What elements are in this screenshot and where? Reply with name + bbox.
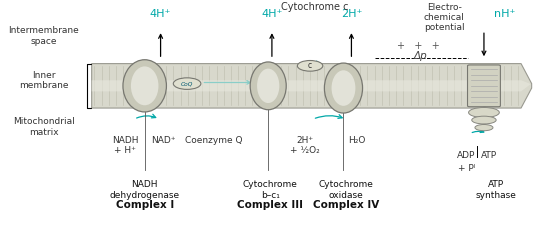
- Text: Electro-
chemical
potential: Electro- chemical potential: [424, 2, 465, 32]
- Ellipse shape: [332, 70, 355, 106]
- Text: NADH
dehydrogenase: NADH dehydrogenase: [110, 180, 180, 200]
- Ellipse shape: [475, 124, 493, 131]
- Text: CoQ: CoQ: [181, 81, 193, 86]
- Text: c: c: [308, 61, 312, 70]
- Ellipse shape: [123, 60, 167, 112]
- Ellipse shape: [325, 63, 362, 113]
- Text: 2H⁺
+ ½O₂: 2H⁺ + ½O₂: [291, 136, 320, 155]
- Text: Intermembrane
space: Intermembrane space: [9, 26, 80, 45]
- Ellipse shape: [250, 62, 286, 110]
- Text: ADP: ADP: [457, 151, 476, 160]
- Text: +   +   +: + + +: [398, 41, 440, 51]
- Text: Complex I: Complex I: [116, 200, 174, 210]
- Text: Mitochondrial
matrix: Mitochondrial matrix: [13, 117, 75, 137]
- Circle shape: [298, 61, 323, 71]
- Text: Inner
membrane: Inner membrane: [19, 71, 69, 90]
- Text: NAD⁺: NAD⁺: [151, 136, 175, 145]
- Ellipse shape: [469, 108, 499, 117]
- Text: Cytochrome
oxidase: Cytochrome oxidase: [319, 180, 374, 200]
- Text: Complex III: Complex III: [237, 200, 304, 210]
- Text: + Pᴵ: + Pᴵ: [458, 164, 475, 173]
- Text: 4H⁺: 4H⁺: [150, 9, 171, 19]
- Text: Complex IV: Complex IV: [313, 200, 379, 210]
- Ellipse shape: [257, 69, 279, 103]
- Ellipse shape: [472, 116, 496, 124]
- Text: ATP
synthase: ATP synthase: [476, 180, 517, 200]
- Text: Coenzyme Q: Coenzyme Q: [185, 136, 242, 145]
- Ellipse shape: [131, 66, 159, 105]
- Text: Cytochrome c: Cytochrome c: [281, 2, 348, 13]
- Text: NADH
+ H⁺: NADH + H⁺: [112, 136, 138, 155]
- Text: ATP: ATP: [481, 151, 497, 160]
- Text: H₂O: H₂O: [348, 136, 365, 145]
- FancyBboxPatch shape: [467, 65, 500, 107]
- Text: Cytochrome
b–c₁: Cytochrome b–c₁: [243, 180, 298, 200]
- Polygon shape: [91, 64, 532, 108]
- Text: nH⁺: nH⁺: [494, 9, 516, 19]
- Text: 2H⁺: 2H⁺: [341, 9, 362, 19]
- Polygon shape: [91, 80, 531, 91]
- Text: Δp: Δp: [413, 51, 427, 61]
- Circle shape: [173, 78, 201, 89]
- Text: 4H⁺: 4H⁺: [261, 9, 282, 19]
